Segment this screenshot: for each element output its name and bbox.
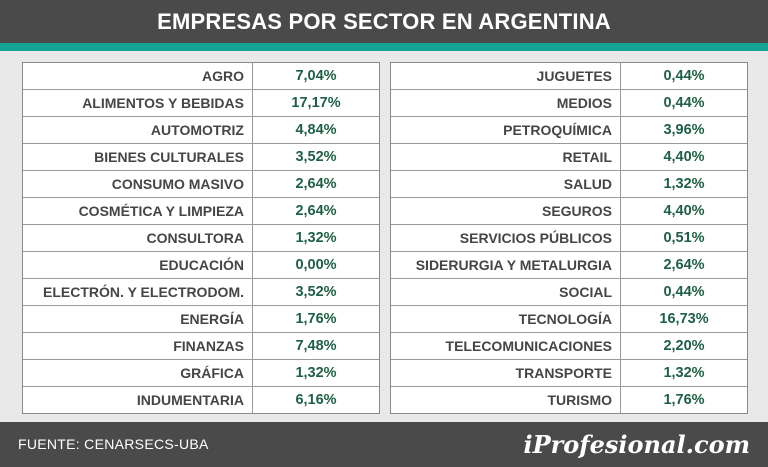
sector-percentage: 1,32% [295, 230, 337, 246]
page-title: EMPRESAS POR SECTOR EN ARGENTINA [157, 8, 611, 34]
sector-percentage: 1,76% [663, 392, 705, 408]
table-row: MEDIOS 0,44% [391, 90, 747, 117]
table-row: GRÁFICA 1,32% [23, 360, 379, 387]
table-row: FINANZAS 7,48% [23, 333, 379, 360]
brand-logo: iProfesional.com [523, 430, 750, 459]
sector-percentage: 4,84% [295, 122, 337, 138]
table-row: SIDERURGIA Y METALURGIA 2,64% [391, 252, 747, 279]
table-row: TECNOLOGÍA 16,73% [391, 306, 747, 333]
sector-name: RETAIL [391, 144, 621, 170]
sector-percentage: 0,51% [663, 230, 705, 246]
sector-percentage: 0,44% [663, 284, 705, 300]
sector-name: JUGUETES [391, 63, 621, 89]
sector-percentage: 17,17% [291, 95, 341, 111]
sector-percentage: 1,32% [295, 365, 337, 381]
accent-stripe [0, 43, 768, 51]
header-bar: EMPRESAS POR SECTOR EN ARGENTINA [0, 0, 768, 43]
sector-name: TRANSPORTE [391, 360, 621, 386]
table-row: INDUMENTARIA 6,16% [23, 387, 379, 413]
sector-name: SALUD [391, 171, 621, 197]
table-row: CONSULTORA 1,32% [23, 225, 379, 252]
sector-name: ALIMENTOS Y BEBIDAS [23, 90, 253, 116]
sector-percentage: 1,76% [295, 311, 337, 327]
sector-name: AGRO [23, 63, 253, 89]
table-row: TURISMO 1,76% [391, 387, 747, 413]
sector-name: TURISMO [391, 387, 621, 413]
table-row: SOCIAL 0,44% [391, 279, 747, 306]
table-row: EDUCACIÓN 0,00% [23, 252, 379, 279]
sector-name: FINANZAS [23, 333, 253, 359]
sector-name: CONSULTORA [23, 225, 253, 251]
sector-name: TECNOLOGÍA [391, 306, 621, 332]
sector-table-right: JUGUETES 0,44% MEDIOS 0,44% PETROQUÍMICA 3,96… [390, 62, 748, 414]
sector-name: TELECOMUNICACIONES [391, 333, 621, 359]
sector-percentage: 0,44% [663, 68, 705, 84]
table-row: ALIMENTOS Y BEBIDAS 17,17% [23, 90, 379, 117]
table-row: AGRO 7,04% [23, 63, 379, 90]
sector-percentage: 6,16% [295, 392, 337, 408]
sector-percentage: 16,73% [659, 311, 709, 327]
sector-name: SOCIAL [391, 279, 621, 305]
sector-percentage: 4,40% [663, 149, 705, 165]
table-row: PETROQUÍMICA 3,96% [391, 117, 747, 144]
sector-name: GRÁFICA [23, 360, 253, 386]
sector-name: BIENES CULTURALES [23, 144, 253, 170]
sector-percentage: 4,40% [663, 203, 705, 219]
sector-name: ELECTRÓN. Y ELECTRODOM. [23, 279, 253, 305]
table-row: ELECTRÓN. Y ELECTRODOM. 3,52% [23, 279, 379, 306]
table-row: CONSUMO MASIVO 2,64% [23, 171, 379, 198]
sector-percentage: 1,32% [663, 365, 705, 381]
sector-percentage: 7,04% [295, 68, 337, 84]
sector-name: CONSUMO MASIVO [23, 171, 253, 197]
sector-name: SERVICIOS PÚBLICOS [391, 225, 621, 251]
sector-name: EDUCACIÓN [23, 252, 253, 278]
table-row: AUTOMOTRIZ 4,84% [23, 117, 379, 144]
sector-percentage: 7,48% [295, 338, 337, 354]
table-row: COSMÉTICA Y LIMPIEZA 2,64% [23, 198, 379, 225]
sector-percentage: 3,52% [295, 284, 337, 300]
sector-name: SIDERURGIA Y METALURGIA [391, 252, 621, 278]
source-note: FUENTE: CENARSECS-UBA [18, 436, 209, 452]
sector-percentage: 0,00% [295, 257, 337, 273]
sector-percentage: 0,44% [663, 95, 705, 111]
sector-name: ENERGÍA [23, 306, 253, 332]
sector-percentage: 2,64% [295, 203, 337, 219]
sector-percentage: 3,96% [663, 122, 705, 138]
sector-percentage: 2,20% [663, 338, 705, 354]
sector-name: AUTOMOTRIZ [23, 117, 253, 143]
sector-table-left: AGRO 7,04% ALIMENTOS Y BEBIDAS 17,17% AUTOMO… [22, 62, 380, 414]
sector-name: PETROQUÍMICA [391, 117, 621, 143]
sector-percentage: 1,32% [663, 176, 705, 192]
table-row: SERVICIOS PÚBLICOS 0,51% [391, 225, 747, 252]
sector-name: SEGUROS [391, 198, 621, 224]
sector-percentage: 2,64% [663, 257, 705, 273]
sector-percentage: 2,64% [295, 176, 337, 192]
table-row: SALUD 1,32% [391, 171, 747, 198]
footer-bar: FUENTE: CENARSECS-UBA iProfesional.com [0, 422, 768, 467]
table-row: TRANSPORTE 1,32% [391, 360, 747, 387]
table-row: JUGUETES 0,44% [391, 63, 747, 90]
table-row: SEGUROS 4,40% [391, 198, 747, 225]
table-row: ENERGÍA 1,76% [23, 306, 379, 333]
sector-name: COSMÉTICA Y LIMPIEZA [23, 198, 253, 224]
sector-percentage: 3,52% [295, 149, 337, 165]
table-row: RETAIL 4,40% [391, 144, 747, 171]
table-row: TELECOMUNICACIONES 2,20% [391, 333, 747, 360]
sector-name: INDUMENTARIA [23, 387, 253, 413]
table-row: BIENES CULTURALES 3,52% [23, 144, 379, 171]
sector-name: MEDIOS [391, 90, 621, 116]
